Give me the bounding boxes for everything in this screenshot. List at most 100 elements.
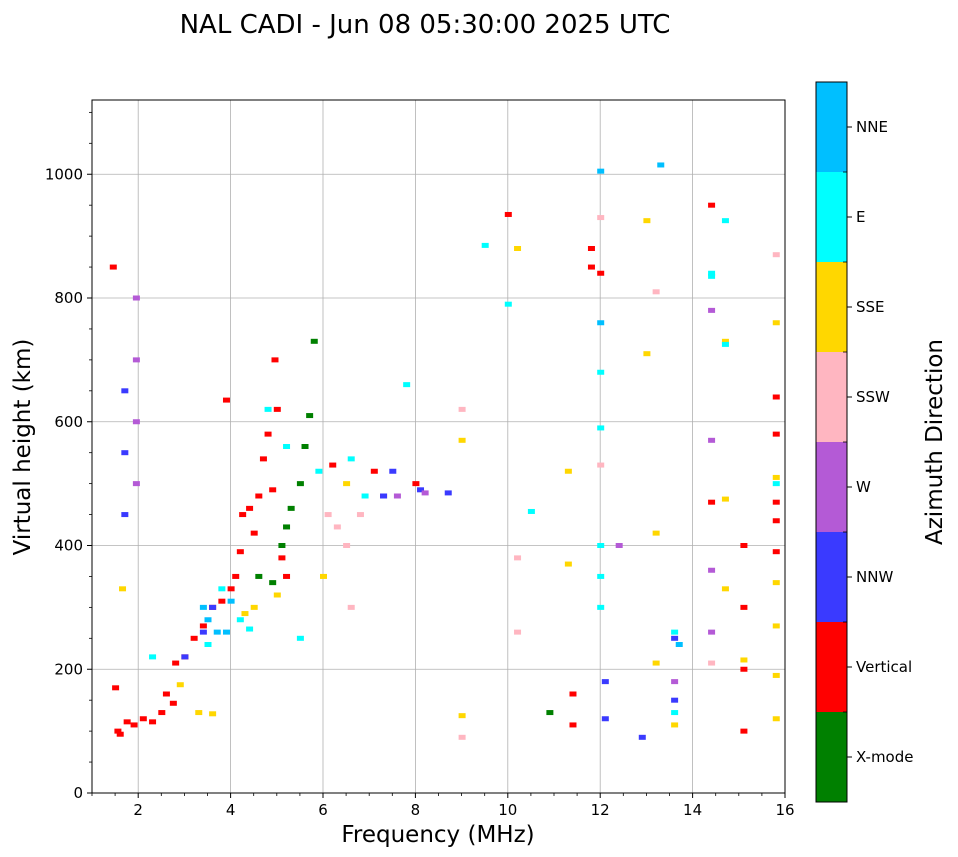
data-point — [209, 711, 217, 717]
x-tick-label: 12 — [591, 801, 610, 819]
data-point — [643, 351, 651, 357]
data-point — [169, 700, 177, 706]
data-point — [329, 462, 337, 468]
data-point — [564, 561, 572, 567]
data-point — [514, 246, 522, 251]
data-point — [564, 468, 572, 474]
data-point — [708, 270, 716, 276]
data-point — [121, 450, 129, 456]
data-point — [283, 573, 291, 579]
y-tick-label: 400 — [54, 537, 83, 555]
data-point — [772, 320, 780, 326]
data-point — [675, 642, 683, 647]
data-point — [123, 719, 131, 725]
data-point — [708, 437, 716, 443]
data-point — [222, 629, 230, 635]
y-tick-label: 1000 — [45, 165, 83, 183]
data-point — [772, 252, 780, 258]
data-point — [380, 493, 388, 499]
data-point — [671, 629, 679, 635]
data-point — [671, 722, 679, 728]
data-point — [772, 580, 780, 586]
data-point — [315, 468, 323, 474]
y-tick-label: 0 — [73, 784, 83, 802]
data-point — [132, 481, 140, 487]
data-point — [296, 635, 304, 641]
data-point — [121, 388, 129, 394]
data-point — [643, 218, 651, 224]
data-marks — [109, 162, 780, 740]
colorbar-tick-label: SSW — [856, 388, 890, 406]
data-point — [132, 419, 140, 425]
data-point — [199, 604, 207, 610]
data-point — [708, 499, 716, 505]
data-point — [333, 524, 341, 530]
colorbar-segment — [816, 82, 847, 172]
data-point — [601, 679, 609, 685]
data-point — [269, 487, 277, 493]
data-point — [222, 397, 230, 403]
data-point — [149, 654, 157, 660]
colorbar-tick-label: SSE — [856, 298, 885, 316]
data-point — [601, 716, 609, 722]
colorbar: X-mode Vertical NNW W SSW SSE E NNE — [815, 81, 913, 803]
data-point — [199, 623, 207, 629]
data-point — [458, 406, 466, 412]
data-point — [721, 586, 729, 592]
data-point — [236, 617, 244, 623]
data-point — [246, 626, 254, 632]
y-axis-label: Virtual height (km) — [10, 339, 36, 556]
data-point — [199, 629, 207, 635]
data-point — [283, 524, 291, 530]
data-point — [255, 573, 263, 579]
data-point — [740, 604, 748, 610]
data-point — [132, 295, 140, 301]
data-point — [652, 660, 660, 666]
colorbar-tick-label: NNE — [856, 118, 888, 136]
data-point — [671, 697, 679, 703]
data-point — [287, 505, 295, 511]
data-point — [190, 635, 198, 641]
colorbar-segment — [816, 622, 847, 712]
data-point — [569, 691, 577, 697]
x-tick-label: 2 — [133, 801, 143, 819]
data-point — [109, 264, 117, 270]
data-point — [708, 307, 716, 313]
data-point — [708, 629, 716, 635]
data-point — [130, 722, 138, 728]
data-point — [708, 660, 716, 666]
data-point — [772, 499, 780, 505]
data-point — [246, 505, 254, 511]
data-point — [204, 617, 212, 623]
data-point — [597, 215, 605, 221]
colorbar-frame — [815, 81, 848, 803]
data-point — [671, 679, 679, 685]
data-point — [218, 586, 226, 592]
data-point — [361, 493, 369, 499]
colorbar-segment — [816, 712, 847, 802]
plot-area: 2 4 6 8 10 12 14 16 0 200 400 600 800 1000 — [45, 99, 795, 819]
data-point — [324, 512, 332, 518]
data-point — [264, 431, 272, 437]
data-point — [504, 301, 512, 307]
data-point — [139, 716, 147, 722]
data-point — [172, 660, 180, 666]
x-tick-label: 4 — [226, 801, 236, 819]
data-point — [458, 437, 466, 443]
x-tick-label: 6 — [318, 801, 328, 819]
data-point — [149, 719, 157, 725]
data-point — [227, 586, 235, 592]
data-point — [264, 406, 272, 412]
data-point — [597, 604, 605, 610]
data-point — [587, 246, 595, 251]
data-point — [393, 493, 401, 499]
plot-background — [92, 100, 785, 793]
x-tick-label: 10 — [498, 801, 517, 819]
data-point — [772, 672, 780, 678]
data-point — [119, 586, 127, 592]
y-tick-label: 800 — [54, 289, 83, 307]
colorbar-segment — [816, 262, 847, 352]
data-point — [421, 490, 429, 496]
series-vertical — [109, 202, 780, 737]
colorbar-segment — [816, 352, 847, 442]
